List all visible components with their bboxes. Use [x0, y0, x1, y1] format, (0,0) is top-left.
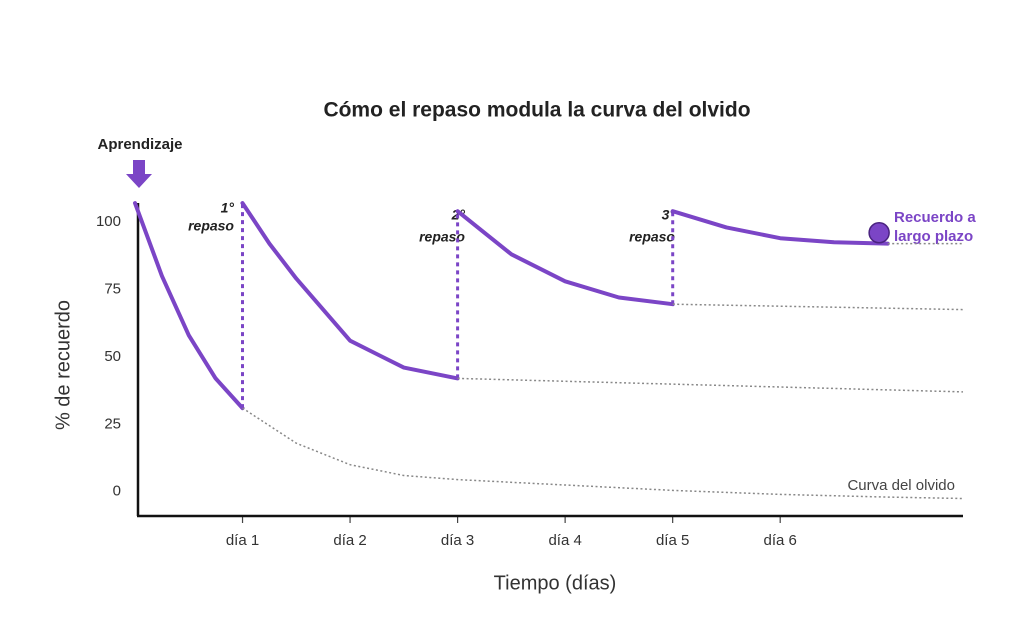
line — [240, 201, 460, 381]
review-annotation: repaso — [188, 218, 234, 234]
line — [455, 209, 675, 307]
x-tick-label: día 4 — [548, 532, 581, 549]
dotted-line — [672, 303, 964, 311]
x-tick-label: día 1 — [226, 532, 259, 549]
y-tick-label: 50 — [104, 348, 121, 365]
endpoint-marker — [868, 222, 890, 244]
x-tick-label: día 2 — [333, 532, 366, 549]
x-tick-label: día 6 — [764, 532, 797, 549]
x-tick-label: día 5 — [656, 532, 689, 549]
review-annotation: 1° — [221, 200, 235, 216]
x-axis-title: Tiempo (días) — [494, 572, 617, 594]
forgetting-annotation: Curva del olvido — [847, 477, 955, 494]
chart-title: Cómo el repaso modula la curva del olvid… — [323, 99, 750, 122]
y-tick-label: 0 — [113, 483, 121, 500]
review-annotation: repaso — [419, 229, 465, 245]
start-arrow — [126, 160, 152, 188]
y-tick-label: 100 — [96, 213, 121, 230]
y-tick-label: 75 — [104, 280, 121, 297]
x-tick-label: día 3 — [441, 532, 474, 549]
long-term-annotation: Recuerdo a — [894, 209, 976, 226]
dotted-line — [242, 407, 964, 500]
line — [133, 201, 245, 411]
y-axis-title: % de recuerdo — [52, 300, 74, 430]
long-term-annotation: largo plazo — [894, 228, 973, 245]
review-annotation: repaso — [629, 229, 675, 245]
start-annotation: Aprendizaje — [97, 136, 182, 153]
y-tick-label: 25 — [104, 415, 121, 432]
line — [670, 209, 890, 246]
dotted-line — [457, 377, 964, 393]
